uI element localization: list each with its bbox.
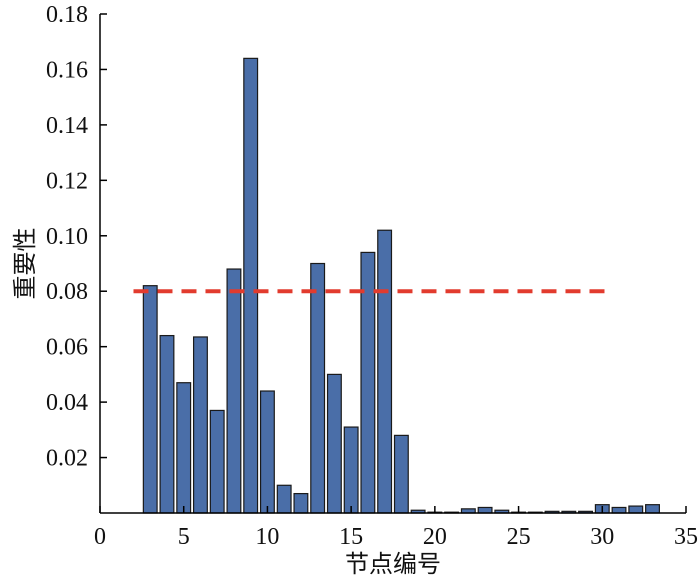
bar-node-17 (377, 229, 393, 514)
x-tick-label: 15 (339, 524, 363, 550)
bar-node-18 (393, 434, 409, 514)
bar-node-8 (226, 268, 242, 514)
bar-node-10 (259, 390, 275, 514)
bar-node-7 (209, 409, 225, 514)
y-tick-label: 0.10 (46, 224, 88, 250)
x-tick-label: 35 (674, 524, 698, 550)
y-tick-label: 0.08 (46, 279, 88, 305)
bars-group (142, 57, 660, 514)
y-tick-label: 0.04 (46, 390, 88, 416)
bar-node-5 (176, 382, 192, 514)
bar-node-13 (310, 262, 326, 514)
y-tick-label: 0.18 (46, 2, 88, 28)
bar-node-12 (293, 492, 309, 514)
bar-node-15 (343, 426, 359, 514)
y-tick-label: 0.14 (46, 113, 88, 139)
x-tick-label: 0 (94, 524, 106, 550)
bar-node-3 (142, 285, 158, 514)
bar-node-6 (192, 336, 208, 514)
bar-node-11 (276, 484, 292, 514)
y-tick-label: 0.16 (46, 57, 88, 83)
y-tick-label: 0.06 (46, 335, 88, 361)
x-tick-label: 30 (590, 524, 614, 550)
ticks-group: 0 5 10 15 20 25 30 35 0.02 0.04 0.06 0.08 0.10 0.12 0.… (46, 2, 698, 550)
bar-node-32 (628, 505, 644, 514)
y-tick-label: 0.12 (46, 168, 88, 194)
x-tick-label: 5 (178, 524, 190, 550)
x-tick-label: 10 (255, 524, 279, 550)
x-tick-label: 25 (507, 524, 531, 550)
bar-node-4 (159, 334, 175, 514)
y-tick-label: 0.02 (46, 446, 88, 472)
y-axis-title: 重要性 (11, 228, 39, 300)
bar-node-31 (611, 506, 627, 514)
bar-node-33 (645, 504, 660, 514)
bar-node-14 (326, 373, 342, 514)
bar-node-23 (477, 506, 493, 514)
x-tick-label: 20 (423, 524, 447, 550)
x-axis-title: 节点编号 (345, 550, 441, 578)
bar-node-9 (243, 57, 259, 514)
axes-group (99, 14, 686, 514)
